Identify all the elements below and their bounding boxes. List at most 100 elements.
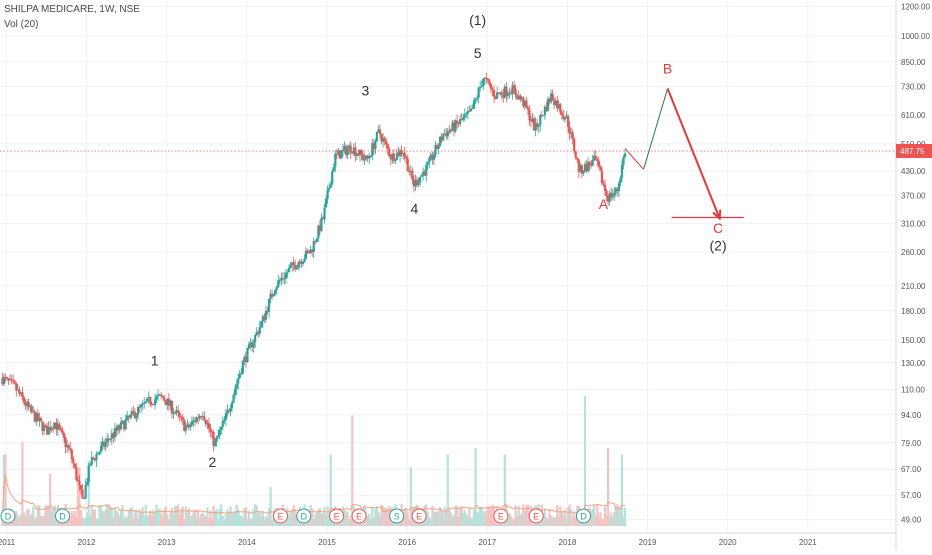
y-tick-label: 1200.00 [901, 3, 930, 12]
volume-bar [429, 518, 432, 526]
candle-body [207, 423, 211, 429]
candle-body [434, 145, 437, 156]
volume-bar [596, 504, 599, 526]
candle-body [38, 418, 41, 422]
candle-body [119, 422, 123, 430]
volume-bar [86, 512, 89, 526]
volume-bar [129, 508, 132, 526]
candle-body [352, 147, 355, 154]
volume-bar [553, 516, 556, 526]
candle-body [528, 109, 531, 121]
candle-body [186, 424, 189, 427]
volume-bar [349, 516, 352, 526]
candle-body [177, 410, 180, 413]
candle-body [398, 150, 402, 157]
volume-bar [21, 441, 24, 526]
last-price-badge: 487.75 [896, 143, 932, 158]
volume-bar [257, 512, 260, 526]
volume-bar [574, 516, 577, 526]
candle-body [380, 134, 383, 142]
volume-bar [343, 509, 346, 526]
candle-body [432, 155, 436, 160]
volume-bar [528, 512, 531, 526]
x-tick-label: 2018 [559, 538, 577, 547]
candle-body [553, 100, 556, 106]
volume-bar [264, 516, 268, 526]
candle-body [499, 92, 502, 94]
volume-bar [292, 505, 295, 526]
y-tick-label: 260.00 [901, 248, 926, 257]
volume-bar [380, 504, 383, 526]
candle-body [306, 250, 309, 252]
volume-bar [570, 509, 573, 526]
candle-body [425, 164, 428, 176]
volume-bar [551, 517, 554, 526]
candle-body [459, 119, 462, 125]
candle-body [257, 331, 260, 334]
volume-indicator-label[interactable]: Vol (20) [4, 19, 39, 30]
candle-body [408, 171, 411, 173]
candle-body [326, 189, 329, 199]
volume-bar [109, 505, 112, 526]
volume-bar [287, 514, 291, 526]
volume-bar [90, 505, 93, 526]
wave-label: (2) [710, 238, 727, 254]
volume-bar [39, 515, 43, 526]
volume-bar [49, 474, 52, 526]
candle-body [49, 427, 52, 431]
volume-bar [610, 512, 613, 526]
volume-bar [372, 517, 375, 526]
candle-body [173, 412, 177, 414]
candle-body [361, 154, 365, 160]
candle-body [497, 92, 500, 94]
candle-body [106, 438, 109, 443]
volume-bar [455, 505, 459, 526]
candle-body [591, 159, 594, 166]
candle-body [492, 90, 496, 97]
candle-body [203, 416, 206, 421]
volume-bar [246, 518, 249, 526]
candle-body [440, 136, 443, 141]
volume-bar [311, 508, 314, 526]
volume-bar [486, 506, 489, 526]
candle-body [576, 157, 579, 160]
volume-bar [173, 505, 177, 526]
candle-body [280, 278, 283, 280]
wave-label: 1 [151, 352, 159, 368]
candle-body [184, 426, 187, 431]
candle-body [610, 192, 613, 198]
volume-bar [525, 505, 528, 526]
candle-body [4, 376, 7, 378]
volume-bar [509, 515, 513, 526]
candle-body [200, 416, 203, 418]
candle-body [55, 422, 58, 430]
candle-body [143, 402, 146, 404]
candle-body [539, 115, 542, 126]
candle-body [523, 100, 526, 107]
candle-body [56, 424, 59, 430]
candle-body [573, 138, 576, 152]
candle-body [363, 159, 366, 161]
candle-body [115, 427, 118, 431]
candle-body [349, 145, 352, 153]
candle-body [386, 144, 389, 149]
candle-body [613, 192, 616, 196]
volume-bar [224, 514, 227, 526]
volume-bar [92, 510, 95, 526]
volume-bar [503, 454, 506, 526]
candle-body [577, 159, 580, 172]
candle-body [308, 251, 311, 254]
candle-body [531, 118, 534, 122]
time-axis[interactable]: 2011 2012 2013 2014 2015 2016 2017 2018 2019 2020… [0, 532, 896, 547]
volume-bar [506, 513, 510, 526]
candle-body [337, 150, 340, 154]
candle-body [462, 117, 465, 120]
price-axis[interactable]: 1200.001000.00850.00730.00610.00510.0043… [895, 0, 930, 550]
volume-bar [591, 508, 594, 526]
volume-bar [315, 511, 318, 526]
candle-body [112, 433, 115, 438]
candle-body [608, 192, 611, 202]
candle-body [24, 402, 27, 406]
volume-bar [451, 516, 454, 526]
